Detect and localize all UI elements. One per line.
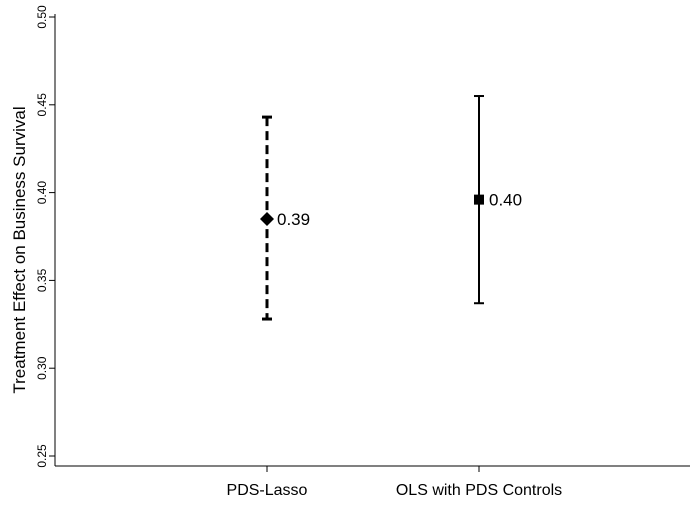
x-tick-label: OLS with PDS Controls: [396, 482, 562, 499]
x-tick-label: PDS-Lasso: [227, 482, 308, 499]
y-axis-label: Treatment Effect on Business Survival: [10, 106, 29, 393]
y-tick-label: 0.25: [35, 444, 49, 468]
series: 0.39 0.40: [260, 95, 522, 321]
axes: 0.25 0.30 0.35 0.40 0.45 0.50 PDS-Lasso OLS wit…: [35, 5, 690, 499]
y-tick-label: 0.30: [35, 356, 49, 380]
y-tick-label: 0.35: [35, 268, 49, 292]
y-tick-label: 0.45: [35, 93, 49, 117]
point-marker-diamond: [260, 211, 274, 226]
data-label: 0.40: [489, 191, 522, 210]
y-tick-label: 0.50: [35, 5, 49, 29]
data-label: 0.39: [277, 210, 310, 229]
point-marker-square: [474, 194, 484, 205]
y-tick-label: 0.40: [35, 181, 49, 205]
